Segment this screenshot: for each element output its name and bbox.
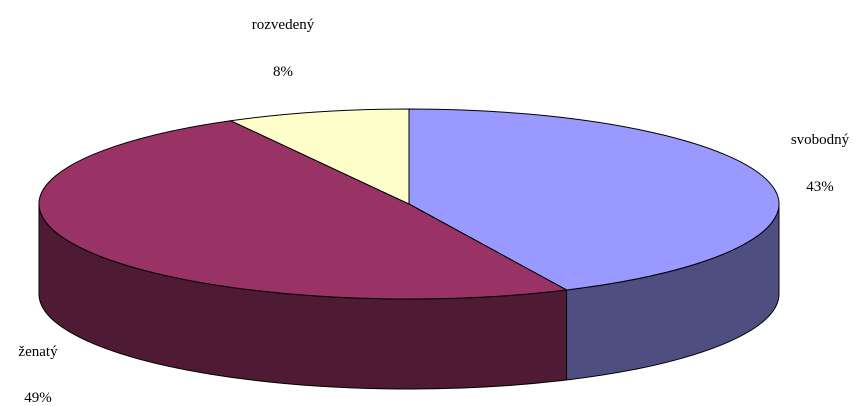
pie-slice-svobodny [408,108,780,291]
pie-slice-rozvedeny [229,108,410,205]
slice-value-rozvedeny: 8% [273,64,293,80]
pie-slice-zenaty [38,120,569,300]
slice-label-rozvedeny: rozvedený [252,17,315,33]
pie-labels: svobodný 43% ženatý 49% rozvedený 8% [18,17,849,406]
pie-slices [38,108,780,300]
slice-label-svobodny: svobodný [791,132,850,148]
slice-value-zenaty: 49% [24,390,52,406]
slice-value-svobodny: 43% [806,179,834,195]
slice-label-zenaty: ženatý [18,344,58,360]
